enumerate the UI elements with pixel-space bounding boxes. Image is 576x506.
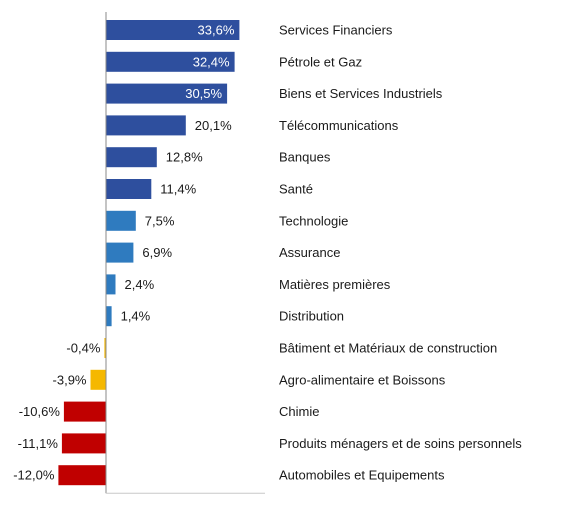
bar-7 <box>106 210 136 231</box>
bar-5 <box>106 147 157 168</box>
bar-9 <box>106 274 116 295</box>
category-label-6: Santé <box>279 182 313 197</box>
bar-3 <box>106 83 228 104</box>
bar-13 <box>63 401 106 422</box>
category-label-11: Bâtiment et Matériaux de construction <box>279 341 497 356</box>
category-label-7: Technologie <box>279 213 348 228</box>
bar-10 <box>106 306 112 327</box>
bar-value-label-5: 12,8% <box>166 150 203 165</box>
bar-4 <box>106 115 186 136</box>
category-label-3: Biens et Services Industriels <box>279 86 443 101</box>
bar-value-label-14: -11,1% <box>18 436 59 451</box>
bar-value-label-13: -10,6% <box>19 404 61 419</box>
category-label-15: Automobiles et Equipements <box>279 468 445 483</box>
category-label-4: Télécommunications <box>279 118 399 133</box>
bar-value-label-3: 30,5% <box>185 86 222 101</box>
bar-value-label-1: 33,6% <box>198 23 235 38</box>
category-label-5: Banques <box>279 150 331 165</box>
bar-2 <box>106 51 235 72</box>
bar-14 <box>61 433 106 454</box>
bar-8 <box>106 242 134 263</box>
bar-value-label-4: 20,1% <box>195 118 232 133</box>
bar-15 <box>58 465 106 486</box>
category-label-14: Produits ménagers et de soins personnels <box>279 436 522 451</box>
bar-value-label-9: 2,4% <box>125 277 155 292</box>
category-label-2: Pétrole et Gaz <box>279 54 362 69</box>
bar-value-label-6: 11,4% <box>160 182 196 197</box>
bar-value-label-8: 6,9% <box>142 245 172 260</box>
bar-value-label-2: 32,4% <box>193 54 230 69</box>
bar-1 <box>106 20 240 40</box>
category-label-9: Matières premières <box>279 277 391 292</box>
bar-6 <box>106 179 152 199</box>
category-label-13: Chimie <box>279 404 319 419</box>
bar-11 <box>104 338 106 358</box>
bar-value-label-12: -3,9% <box>53 372 87 387</box>
category-label-1: Services Financiers <box>279 23 393 38</box>
bar-value-label-10: 1,4% <box>121 309 151 324</box>
bar-12 <box>90 369 106 390</box>
bar-value-label-7: 7,5% <box>145 213 175 228</box>
category-label-10: Distribution <box>279 309 344 324</box>
bar-value-label-11: -0,4% <box>66 341 100 356</box>
category-label-8: Assurance <box>279 245 340 260</box>
bar-value-label-15: -12,0% <box>13 468 55 483</box>
category-label-12: Agro-alimentaire et Boissons <box>279 372 446 387</box>
bars-layer: 33,6% Services Financiers 32,4% Pétrole et … <box>13 20 522 486</box>
